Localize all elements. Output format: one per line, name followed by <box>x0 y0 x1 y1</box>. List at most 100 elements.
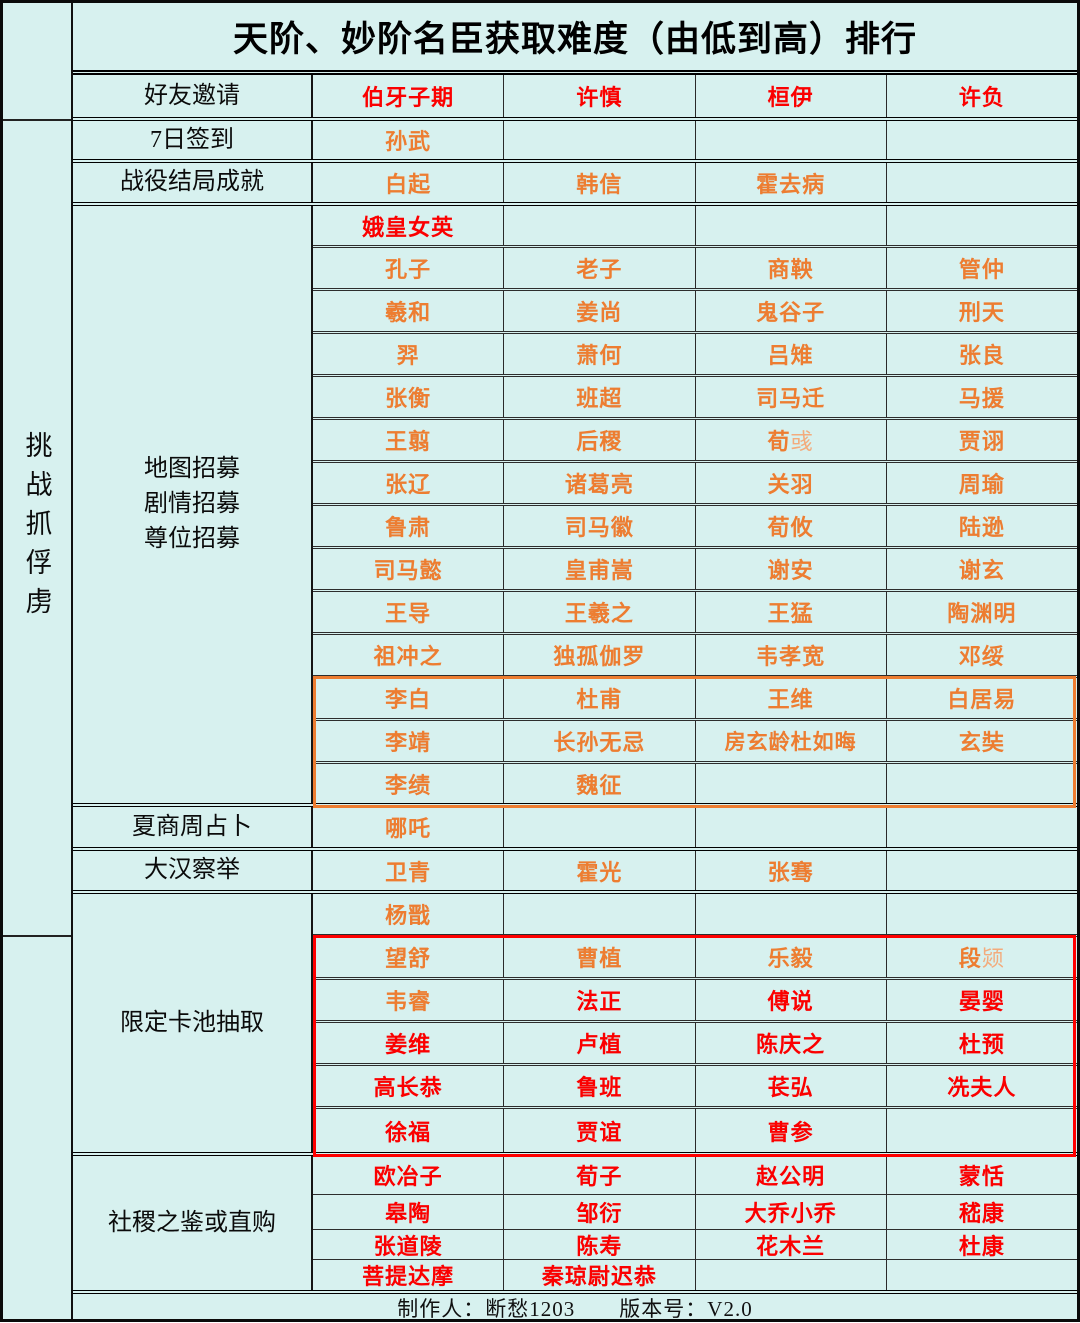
name-cell: 李靖 <box>313 721 505 761</box>
name-cell: 羿 <box>313 334 505 374</box>
empty-cell <box>504 894 696 934</box>
name-cell: 司马懿 <box>313 549 505 589</box>
table-row: 望舒 曹植 乐毅段颎 <box>313 937 1077 980</box>
table-row: 韦睿 法正 傅说 晏婴 <box>313 980 1077 1023</box>
name-cell: 杜甫 <box>504 678 696 718</box>
section: 社稷之鉴或直购 欧冶子 荀子 赵公明 蒙恬 皋陶 邹衍 大乔小乔 嵇康 张道陵 陈寿 花木兰 杜康 菩提达… <box>73 1156 1077 1290</box>
name-cell: 韦睿 <box>313 980 505 1020</box>
empty-cell <box>696 894 887 934</box>
name-cell: 曹植 <box>504 937 696 977</box>
empty-cell <box>887 1109 1077 1152</box>
table-row: 孙武 <box>313 121 1077 159</box>
table-row: 张衡 班超 司马迁 马援 <box>313 377 1077 420</box>
name-text: 段 <box>958 947 982 972</box>
empty-cell <box>696 764 887 803</box>
empty-cell <box>887 206 1077 245</box>
name-cell: 房玄龄杜如晦 <box>696 721 887 761</box>
table-row: 张辽 诸葛亮 关羽 周瑜 <box>313 463 1077 506</box>
section-label: 夏商周占卜 <box>73 807 313 847</box>
name-cell: 邓绥 <box>958 645 1005 670</box>
name-cell: 段颎 <box>887 937 1077 977</box>
name-cell: 欧冶子 <box>313 1156 505 1194</box>
table-row: 姜维 卢植 陈庆之 杜预 <box>313 1023 1077 1066</box>
name-cell: 李白 <box>313 678 505 718</box>
section-rows: 娥皇女英 孔子 老子 商鞅 管仲 羲和 姜尚 鬼谷子 刑天羿萧何 吕雉 张良 张衡 班超 司马迁 马援 王翦后… <box>313 206 1077 803</box>
name-cell: 魏征 <box>504 764 696 803</box>
name-cell: 霍去病 <box>696 163 887 202</box>
table-row: 欧冶子 荀子 赵公明 蒙恬 <box>313 1156 1077 1195</box>
name-cell: 司马迁 <box>696 377 887 417</box>
name-cell: 周瑜 <box>958 473 1005 498</box>
name-cell: 张良 <box>958 344 1005 369</box>
name-cell: 贾谊 <box>504 1109 696 1152</box>
name-cell: 萧何 <box>504 334 696 374</box>
name-cell: 诸葛亮 <box>504 463 696 503</box>
name-cell: 白居易 <box>947 688 1017 713</box>
section-rows: 卫青 霍光 张骞 <box>313 851 1077 890</box>
empty-cell <box>887 163 1077 202</box>
empty-cell <box>887 121 1077 159</box>
name-cell: 陶渊明 <box>947 602 1017 627</box>
name-cell: 吕雉 <box>696 334 887 374</box>
name-cell: 司马徽 <box>504 506 696 546</box>
name-cell: 王羲之 <box>504 592 696 632</box>
sidebar-challenge-cell: 挑战抓俘虏 <box>3 121 71 937</box>
name-cell: 许慎 <box>504 75 696 117</box>
table-row: 娥皇女英 <box>313 206 1077 248</box>
table-row: 高长恭 鲁班 苌弘 冼夫人 <box>313 1066 1077 1109</box>
table-row: 杨戬 <box>313 894 1077 937</box>
section: 战役结局成就 白起 韩信 霍去病 <box>73 163 1077 206</box>
name-text-light: 彧 <box>790 429 814 454</box>
empty-cell <box>887 894 1077 934</box>
empty-cell <box>696 807 887 847</box>
sidebar-empty-cell-bottom <box>3 937 71 1319</box>
name-cell: 嵇康 <box>958 1202 1005 1227</box>
section-label: 地图招募 剧情招募 尊位招募 <box>73 206 313 803</box>
section: 好友邀请 伯牙子期 许慎 桓伊 许负 <box>73 75 1077 121</box>
name-cell: 望舒 <box>313 937 505 977</box>
section-rows: 伯牙子期 许慎 桓伊 许负 <box>313 75 1077 117</box>
name-cell: 徐福 <box>313 1109 505 1152</box>
name-cell: 菩提达摩 <box>313 1260 505 1290</box>
name-cell: 杨戬 <box>313 894 505 934</box>
section: 限定卡池抽取 杨戬 望舒 曹植 乐毅段颎韦睿 法正 傅说 晏婴 姜维 卢植 陈庆之 杜预 高长恭 鲁班 苌弘… <box>73 894 1077 1156</box>
empty-cell <box>696 206 887 245</box>
name-cell: 邹衍 <box>504 1195 696 1229</box>
page-title: 天阶、妙阶名臣获取难度（由低到高）排行 <box>73 3 1077 75</box>
table-row: 王导 王羲之 王猛 陶渊明 <box>313 592 1077 635</box>
name-cell: 长孙无忌 <box>504 721 696 761</box>
section: 大汉察举 卫青 霍光 张骞 <box>73 851 1077 894</box>
section-label: 限定卡池抽取 <box>73 894 313 1152</box>
name-cell: 赵公明 <box>696 1156 887 1194</box>
name-cell: 荀彧 <box>696 420 887 460</box>
empty-cell <box>887 1260 1077 1290</box>
name-cell: 高长恭 <box>313 1066 505 1106</box>
name-cell: 苌弘 <box>696 1066 887 1106</box>
empty-cell <box>504 807 696 847</box>
sidebar-vertical-label: 挑战抓俘虏 <box>21 430 52 626</box>
name-cell: 王翦 <box>313 420 505 460</box>
name-cell: 杜康 <box>958 1234 1005 1260</box>
name-cell: 荀攸 <box>696 506 887 546</box>
name-cell: 李绩 <box>313 764 505 803</box>
name-cell: 韦孝宽 <box>696 635 887 675</box>
section-label: 好友邀请 <box>73 75 313 117</box>
name-cell: 鲁肃 <box>313 506 505 546</box>
name-cell: 卢植 <box>504 1023 696 1063</box>
name-cell: 姜维 <box>313 1023 505 1063</box>
name-cell: 桓伊 <box>696 75 887 117</box>
name-cell: 许负 <box>958 86 1005 111</box>
sidebar-empty-cell-top <box>3 3 71 121</box>
section: 7日签到 孙武 <box>73 121 1077 163</box>
name-cell: 张衡 <box>313 377 505 417</box>
table-row: 皋陶 邹衍 大乔小乔 嵇康 <box>313 1195 1077 1230</box>
name-cell: 商鞅 <box>696 248 887 288</box>
table-row: 李白 杜甫 王维 白居易 <box>313 678 1077 721</box>
name-cell: 伯牙子期 <box>313 75 505 117</box>
name-cell: 鲁班 <box>504 1066 696 1106</box>
table-row: 李绩 魏征 <box>313 764 1077 803</box>
name-cell: 贾诩 <box>958 430 1005 455</box>
section-rows: 欧冶子 荀子 赵公明 蒙恬 皋陶 邹衍 大乔小乔 嵇康 张道陵 陈寿 花木兰 杜康 菩提达摩 秦琼尉迟恭 <box>313 1156 1077 1290</box>
empty-cell <box>504 206 696 245</box>
name-cell: 后稷 <box>504 420 696 460</box>
